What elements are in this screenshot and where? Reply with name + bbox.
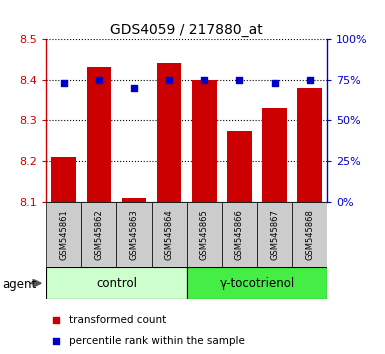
- Bar: [116, 202, 152, 267]
- Bar: [192, 80, 217, 202]
- Text: agent: agent: [2, 279, 36, 291]
- Bar: [46, 267, 187, 299]
- Point: [131, 85, 137, 91]
- Bar: [187, 202, 222, 267]
- Bar: [46, 202, 81, 267]
- Text: GSM545866: GSM545866: [235, 209, 244, 260]
- Bar: [257, 202, 292, 267]
- Point: [61, 80, 67, 86]
- Bar: [87, 68, 111, 202]
- Text: GSM545863: GSM545863: [129, 209, 139, 260]
- Point: [271, 80, 278, 86]
- Point: [236, 77, 243, 82]
- Text: control: control: [96, 277, 137, 290]
- Bar: [157, 63, 181, 202]
- Point: [166, 77, 172, 82]
- Text: GSM545861: GSM545861: [59, 209, 68, 260]
- Text: percentile rank within the sample: percentile rank within the sample: [69, 336, 245, 346]
- Text: GSM545862: GSM545862: [94, 209, 104, 260]
- Bar: [152, 202, 187, 267]
- Text: GSM545868: GSM545868: [305, 209, 314, 260]
- Bar: [122, 198, 146, 202]
- Bar: [222, 202, 257, 267]
- Text: GSM545865: GSM545865: [200, 209, 209, 260]
- Bar: [81, 202, 116, 267]
- Point: [306, 77, 313, 82]
- Bar: [262, 108, 287, 202]
- Point: [201, 77, 208, 82]
- Text: GSM545867: GSM545867: [270, 209, 279, 260]
- Text: γ-tocotrienol: γ-tocotrienol: [219, 277, 295, 290]
- Point: [53, 338, 59, 344]
- Bar: [52, 157, 76, 202]
- Bar: [297, 88, 322, 202]
- Text: GSM545864: GSM545864: [165, 209, 174, 260]
- Title: GDS4059 / 217880_at: GDS4059 / 217880_at: [110, 23, 263, 36]
- Point: [53, 317, 59, 323]
- Point: [96, 77, 102, 82]
- Bar: [227, 131, 252, 202]
- Bar: [187, 267, 327, 299]
- Bar: [292, 202, 327, 267]
- Text: transformed count: transformed count: [69, 315, 166, 325]
